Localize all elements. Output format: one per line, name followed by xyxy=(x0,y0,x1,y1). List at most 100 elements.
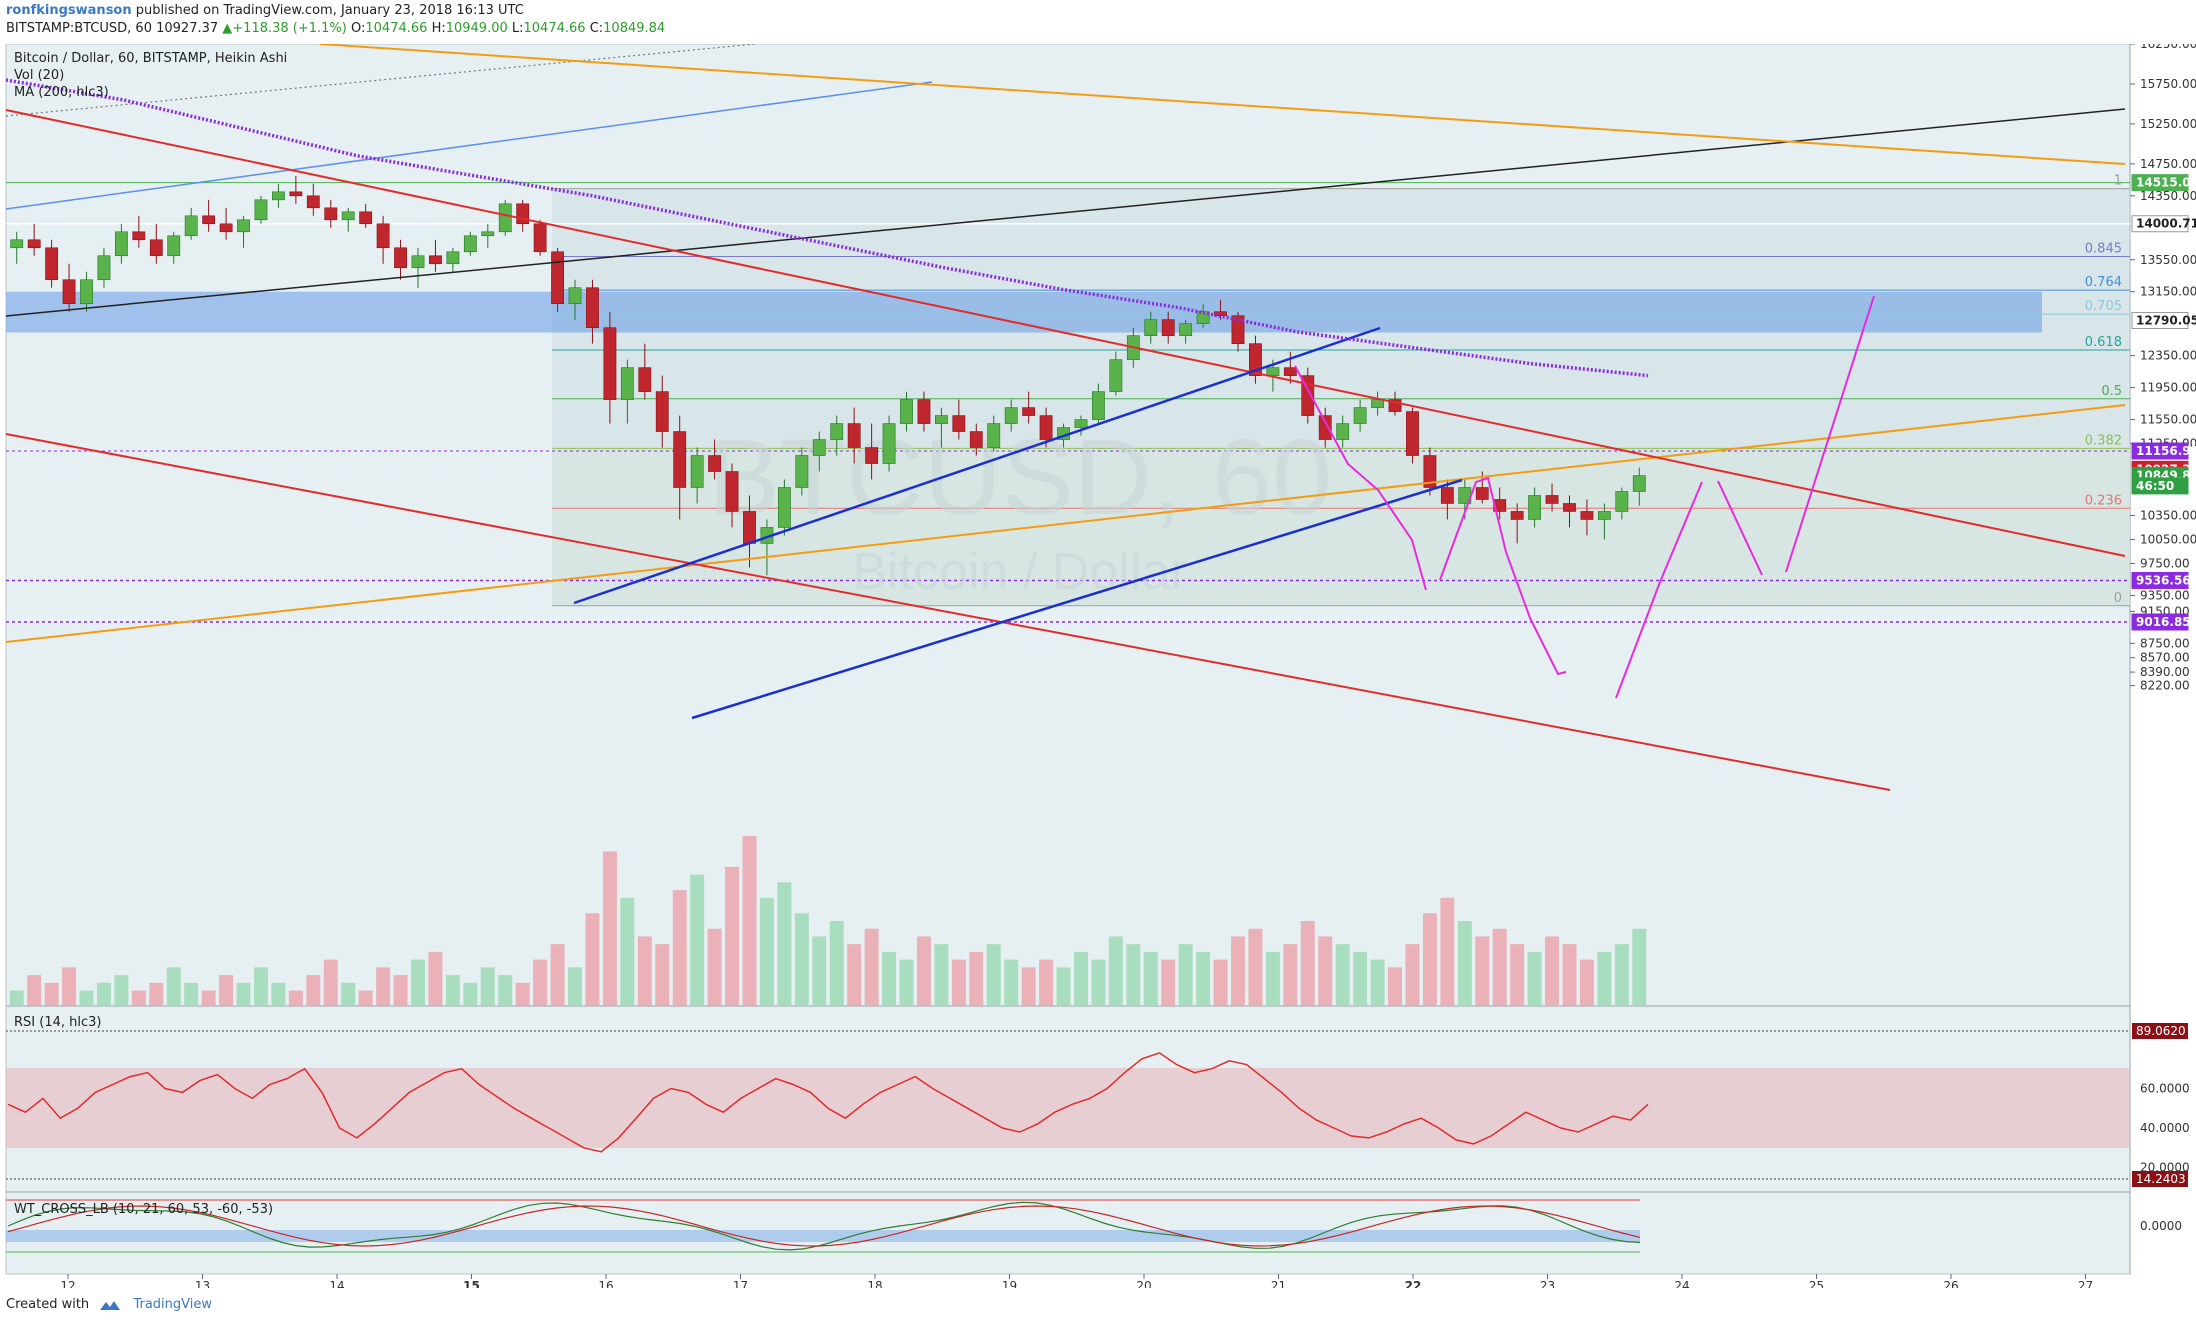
x-tick-label: 22 xyxy=(1405,1279,1422,1288)
volume-bar xyxy=(1108,936,1123,1006)
price-tag xyxy=(2131,477,2189,495)
blue-channel-upper[interactable] xyxy=(573,326,1381,605)
volume-bar xyxy=(1056,967,1071,1006)
candle-body xyxy=(1406,411,1419,456)
red-lower-channel[interactable] xyxy=(5,433,1891,791)
candle-body xyxy=(481,231,495,237)
y-tick-label: 11950.00 xyxy=(2140,381,2196,395)
fib-green-box xyxy=(552,448,2130,606)
candle-body xyxy=(1493,499,1507,512)
candle-body xyxy=(725,471,739,512)
candle-body xyxy=(777,487,791,528)
candle-body xyxy=(1318,415,1332,440)
candle-body xyxy=(1144,319,1158,336)
candle-body xyxy=(10,239,24,249)
x-tick-label: 23 xyxy=(1540,1279,1555,1288)
price-tag xyxy=(2131,174,2189,192)
candle-body xyxy=(97,255,111,281)
rsi-line xyxy=(7,1052,1649,1153)
volume-bar xyxy=(777,882,792,1006)
volume-bar xyxy=(585,913,600,1006)
volume-bar xyxy=(1405,944,1420,1006)
candle-body xyxy=(620,367,634,400)
legend-wt[interactable]: WT_CROSS_LB (10, 21, 60, 53, -60, -53) xyxy=(14,1202,273,1217)
volume-bar xyxy=(341,982,356,1006)
chart-legend: Bitcoin / Dollar, 60, BITSTAMP, Heikin A… xyxy=(14,51,287,1217)
price-tag xyxy=(2131,613,2189,631)
symbol-text: BITSTAMP:BTCUSD, 60 xyxy=(6,21,152,36)
volume-bar xyxy=(254,967,268,1006)
volume-bar xyxy=(1353,951,1368,1006)
time-axis[interactable]: 12 13 14 15 16 17 18 19 20 21 22 23 24 25 26 27 xyxy=(60,1274,2093,1288)
grey-dotted-line[interactable] xyxy=(5,44,756,117)
candle-body xyxy=(882,423,896,464)
volume-bar xyxy=(1074,951,1088,1006)
candle-body xyxy=(812,439,826,456)
volume-bar xyxy=(637,936,652,1006)
legend-vol[interactable]: Vol (20) xyxy=(14,68,64,83)
symbol-line: BITSTAMP:BTCUSD, 60 10927.37 ▲+118.38 (+… xyxy=(6,21,665,36)
author-link[interactable]: ronfkingswanson xyxy=(6,3,132,18)
candle-body xyxy=(1092,391,1105,420)
volume-bar xyxy=(62,967,77,1006)
orange-top-line[interactable] xyxy=(319,44,2126,165)
candle-body xyxy=(1353,407,1367,424)
projection-down-2 xyxy=(1717,480,1763,576)
candle-body xyxy=(638,367,652,392)
blue-channel-lower[interactable] xyxy=(691,478,1463,720)
blue-trendline[interactable] xyxy=(5,81,933,210)
volume-bar xyxy=(411,959,425,1006)
volume-bar xyxy=(1265,951,1280,1006)
candle-body xyxy=(655,391,669,432)
volume-bar xyxy=(1004,959,1019,1006)
publication-header: ronfkingswanson published on TradingView… xyxy=(0,0,2196,40)
volume-bar xyxy=(79,990,94,1006)
y-tick-label: 12350.00 xyxy=(2140,349,2196,363)
candle-body xyxy=(1371,399,1384,408)
volume-bar xyxy=(1597,951,1612,1006)
volume-bar xyxy=(568,967,582,1006)
legend-ma[interactable]: MA (200, hlc3) xyxy=(14,85,109,100)
candle-body xyxy=(237,219,250,233)
chart-canvas[interactable]: 1 0.845 0.764 0.705 0.618 0.5 0.382 0.236 0 BTCU… xyxy=(0,44,2196,1288)
volume-bar xyxy=(219,975,234,1006)
tradingview-link[interactable]: TradingView xyxy=(133,1297,212,1312)
price-axis[interactable]: 16250.00 15750.00 15250.00 14750.00 14350.00… xyxy=(2130,44,2196,693)
y-tick-label: 10050.00 xyxy=(2140,532,2196,546)
zones-layer xyxy=(6,182,2130,623)
price-tags: 14515.0814000.7112790.0511156.9110927.37… xyxy=(2131,174,2196,631)
volume-bar xyxy=(550,944,565,1006)
fib-label: 0.705 xyxy=(2085,299,2122,314)
y-tick-label: 16250.00 xyxy=(2140,44,2196,51)
candle-body xyxy=(446,251,460,265)
candle-body xyxy=(1039,415,1053,440)
volume-bar xyxy=(602,851,617,1006)
legend-title[interactable]: Bitcoin / Dollar, 60, BITSTAMP, Heikin A… xyxy=(14,51,287,66)
high-label: H: xyxy=(431,21,446,36)
volume-bar xyxy=(934,944,949,1006)
candle-body xyxy=(272,191,285,201)
projection-down-1 xyxy=(1294,365,1427,591)
x-tick-label: 19 xyxy=(1002,1279,1017,1288)
x-tick-label: 18 xyxy=(867,1279,882,1288)
candle-body xyxy=(1336,423,1350,440)
candle-body xyxy=(324,207,338,221)
volume-bar xyxy=(725,866,740,1006)
volume-bars xyxy=(9,836,1647,1006)
fib-label: 0.764 xyxy=(2085,275,2122,290)
orange-rising-line[interactable] xyxy=(5,404,2126,643)
legend-rsi[interactable]: RSI (14, hlc3) xyxy=(14,1015,101,1030)
x-tick-label: 16 xyxy=(598,1279,613,1288)
candle-body xyxy=(708,455,722,472)
candle-body xyxy=(743,511,756,544)
rsi-tag-text: 89.0620 xyxy=(2136,1024,2186,1038)
black-trendline[interactable] xyxy=(5,108,2126,317)
volume-bar xyxy=(393,975,408,1006)
volume-bar xyxy=(794,913,809,1006)
y-tick-label: 8220.00 xyxy=(2140,679,2190,693)
fib-label: 0.845 xyxy=(2085,242,2122,257)
red-upper-channel[interactable] xyxy=(5,109,2126,557)
projection-zigzag xyxy=(1439,476,1567,676)
candle-body xyxy=(1597,511,1611,520)
volume-bar xyxy=(166,967,181,1006)
